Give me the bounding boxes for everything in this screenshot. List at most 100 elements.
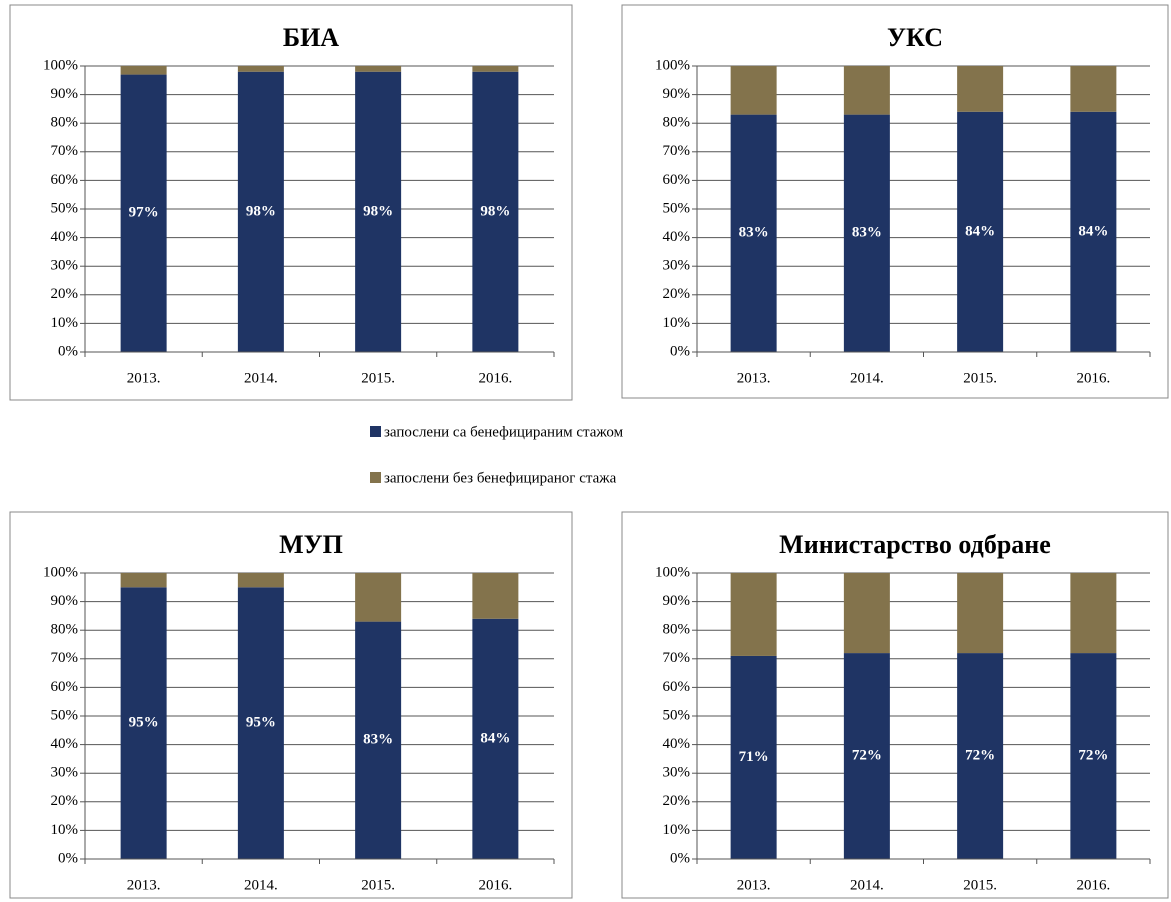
bar-segment bbox=[730, 66, 777, 115]
bar-segment bbox=[355, 573, 402, 622]
y-tick-label: 70% bbox=[663, 143, 691, 159]
bar-segment bbox=[355, 66, 402, 72]
bar-segment bbox=[1070, 653, 1117, 859]
bar-segment bbox=[957, 653, 1004, 859]
y-tick-label: 50% bbox=[51, 707, 79, 723]
legend-swatch bbox=[370, 472, 381, 483]
bar-segment bbox=[120, 573, 167, 588]
y-tick-label: 30% bbox=[663, 258, 691, 274]
x-tick-label: 2013. bbox=[127, 877, 161, 893]
y-tick-label: 10% bbox=[663, 822, 691, 838]
x-tick-label: 2014. bbox=[850, 370, 884, 386]
y-tick-label: 10% bbox=[51, 822, 79, 838]
y-tick-label: 30% bbox=[663, 765, 691, 781]
y-tick-label: 50% bbox=[663, 200, 691, 216]
bar-segment bbox=[957, 111, 1004, 352]
bar-segment bbox=[1070, 111, 1117, 352]
y-tick-label: 20% bbox=[663, 286, 691, 302]
y-tick-label: 20% bbox=[51, 793, 79, 809]
bar-segment bbox=[843, 573, 890, 654]
x-tick-label: 2016. bbox=[1077, 877, 1111, 893]
bar-segment bbox=[237, 71, 284, 352]
y-tick-label: 40% bbox=[663, 736, 691, 752]
value-label: 84% bbox=[480, 730, 510, 746]
y-tick-label: 100% bbox=[655, 564, 690, 580]
x-tick-label: 2015. bbox=[361, 877, 395, 893]
x-tick-label: 2013. bbox=[737, 370, 771, 386]
value-label: 84% bbox=[1078, 223, 1108, 239]
bar-segment bbox=[957, 573, 1004, 654]
bar-segment bbox=[730, 655, 777, 859]
y-tick-label: 40% bbox=[663, 229, 691, 245]
bar-segment bbox=[355, 71, 402, 352]
y-tick-label: 10% bbox=[663, 315, 691, 331]
bar-segment bbox=[472, 71, 519, 352]
y-tick-label: 40% bbox=[51, 736, 79, 752]
y-tick-label: 80% bbox=[663, 115, 691, 131]
value-label: 98% bbox=[480, 203, 510, 219]
y-tick-label: 100% bbox=[43, 564, 78, 580]
x-tick-label: 2016. bbox=[479, 370, 513, 386]
x-tick-label: 2016. bbox=[479, 877, 513, 893]
chart-title: Министарство одбране bbox=[779, 530, 1051, 559]
chart-title: УКС bbox=[887, 23, 943, 52]
y-tick-label: 0% bbox=[58, 343, 78, 359]
bar-segment bbox=[1070, 573, 1117, 654]
x-tick-label: 2013. bbox=[737, 877, 771, 893]
y-tick-label: 0% bbox=[670, 850, 690, 866]
value-label: 71% bbox=[739, 749, 769, 765]
x-tick-label: 2016. bbox=[1077, 370, 1111, 386]
y-tick-label: 90% bbox=[51, 593, 79, 609]
legend-swatch bbox=[370, 426, 381, 437]
y-tick-label: 20% bbox=[51, 286, 79, 302]
bar-segment bbox=[120, 74, 167, 352]
y-tick-label: 80% bbox=[51, 622, 79, 638]
value-label: 97% bbox=[129, 205, 159, 221]
bar-segment bbox=[120, 587, 167, 859]
x-tick-label: 2014. bbox=[244, 877, 278, 893]
bar-segment bbox=[472, 66, 519, 72]
y-tick-label: 0% bbox=[58, 850, 78, 866]
x-tick-label: 2014. bbox=[850, 877, 884, 893]
bar-segment bbox=[843, 653, 890, 859]
y-tick-label: 90% bbox=[51, 86, 79, 102]
y-tick-label: 50% bbox=[51, 200, 79, 216]
value-label: 98% bbox=[246, 203, 276, 219]
bar-segment bbox=[237, 573, 284, 588]
legend-label: запослени са бенефицираним стажом bbox=[384, 424, 624, 440]
y-tick-label: 80% bbox=[51, 115, 79, 131]
y-tick-label: 100% bbox=[655, 57, 690, 73]
bar-segment bbox=[1070, 66, 1117, 112]
legend-label: запослени без бенефицираног стажа bbox=[384, 470, 617, 486]
value-label: 83% bbox=[852, 225, 882, 241]
bar-segment bbox=[843, 66, 890, 115]
bar-segment bbox=[120, 66, 167, 75]
y-tick-label: 30% bbox=[51, 258, 79, 274]
x-tick-label: 2015. bbox=[963, 877, 997, 893]
y-tick-label: 30% bbox=[51, 765, 79, 781]
y-tick-label: 20% bbox=[663, 793, 691, 809]
y-tick-label: 60% bbox=[663, 679, 691, 695]
value-label: 83% bbox=[739, 225, 769, 241]
value-label: 95% bbox=[129, 715, 159, 731]
x-tick-label: 2015. bbox=[963, 370, 997, 386]
y-tick-label: 60% bbox=[663, 172, 691, 188]
value-label: 72% bbox=[1078, 747, 1108, 763]
value-label: 84% bbox=[965, 223, 995, 239]
y-tick-label: 0% bbox=[670, 343, 690, 359]
bar-segment bbox=[730, 114, 777, 353]
x-tick-label: 2013. bbox=[127, 370, 161, 386]
y-tick-label: 60% bbox=[51, 679, 79, 695]
y-tick-label: 70% bbox=[51, 650, 79, 666]
y-tick-label: 70% bbox=[51, 143, 79, 159]
chart-title: МУП bbox=[279, 530, 343, 559]
bar-segment bbox=[957, 66, 1004, 112]
value-label: 98% bbox=[363, 203, 393, 219]
bar-segment bbox=[237, 66, 284, 72]
y-tick-label: 70% bbox=[663, 650, 691, 666]
x-tick-label: 2014. bbox=[244, 370, 278, 386]
y-tick-label: 10% bbox=[51, 315, 79, 331]
bar-segment bbox=[730, 573, 777, 656]
bar-segment bbox=[237, 587, 284, 859]
